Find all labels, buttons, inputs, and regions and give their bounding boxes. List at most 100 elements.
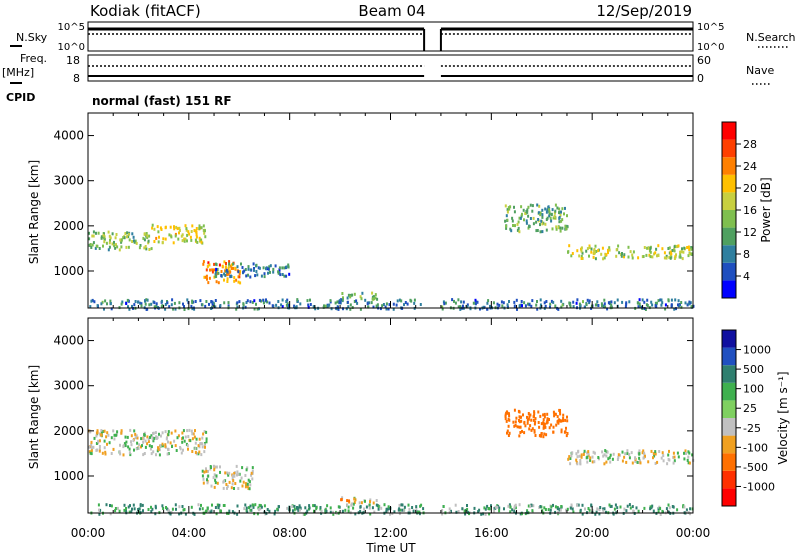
power-echo-6 (602, 257, 605, 261)
power-echo-7 (153, 301, 156, 305)
velocity-echo-5 (590, 504, 593, 508)
velocity-echo-3 (552, 410, 555, 414)
power-echo-7 (388, 303, 391, 307)
velocity-echo-3 (527, 412, 530, 415)
velocity-echo-5 (98, 512, 101, 516)
velocity-echo-0 (179, 447, 182, 451)
velocity-echo-3 (538, 425, 541, 429)
velocity-echo-0 (144, 445, 147, 449)
power-echo-7 (104, 299, 107, 303)
velocity-echo-5 (544, 508, 547, 511)
velocity-echo-0 (164, 444, 167, 448)
power-echo-7 (582, 300, 584, 304)
velocity-echo-4 (603, 462, 606, 466)
velocity-echo-0 (135, 434, 138, 438)
power-echo-0 (124, 232, 127, 235)
velocity-echo-5 (326, 504, 329, 508)
power-echo-7 (462, 304, 464, 308)
velocity-echo-3 (516, 425, 519, 429)
velocity-echo-4 (593, 460, 596, 464)
power-echo-7 (214, 299, 217, 302)
velocity-echo-0 (140, 437, 143, 441)
velocity-echo-4 (579, 459, 582, 462)
power-echo-2 (205, 274, 208, 278)
power-echo-1 (175, 225, 178, 229)
power-echo-6 (597, 249, 600, 253)
power-echo-3 (279, 273, 282, 277)
power-echo-3 (274, 264, 277, 268)
velocity-echo-2 (340, 498, 343, 502)
velocity-echo-4 (609, 453, 612, 457)
power-echo-7 (459, 307, 462, 311)
power-echo-0 (97, 231, 100, 235)
velocity-echo-0 (159, 434, 162, 438)
y-tick-label: 2000 (53, 424, 84, 438)
velocity-echo-5 (375, 503, 378, 507)
velocity-echo-4 (673, 459, 676, 463)
power-echo-5 (561, 207, 564, 211)
power-echo-5 (561, 226, 564, 230)
power-echo-5 (535, 220, 538, 224)
power-echo-7 (287, 303, 290, 307)
power-echo-7 (479, 307, 481, 311)
power-echo-6 (649, 247, 652, 250)
power-echo-6 (677, 244, 680, 248)
power-echo-7 (235, 307, 238, 311)
velocity-echo-1 (239, 479, 242, 483)
power-echo-6 (655, 247, 658, 251)
velocity-echo-5 (324, 508, 327, 512)
power-echo-6 (681, 247, 683, 251)
power-colorbar-swatch (722, 245, 736, 263)
power-echo-3 (228, 262, 231, 266)
x-tick-label: 20:00 (575, 526, 610, 540)
power-echo-3 (267, 271, 269, 275)
velocity-echo-0 (167, 452, 170, 456)
velocity-echo-0 (151, 436, 154, 439)
velocity-echo-5 (415, 505, 418, 509)
power-echo-5 (556, 206, 559, 210)
power-echo-6 (617, 244, 620, 248)
velocity-echo-5 (398, 503, 401, 507)
velocity-echo-4 (668, 458, 671, 462)
power-echo-7 (262, 301, 265, 305)
power-echo-6 (627, 245, 630, 249)
velocity-echo-1 (206, 478, 208, 482)
power-echo-6 (623, 253, 626, 257)
velocity-echo-0 (167, 430, 170, 434)
power-echo-7 (379, 307, 382, 311)
power-echo-5 (558, 220, 561, 224)
velocity-echo-5 (142, 509, 144, 513)
velocity-echo-0 (155, 437, 158, 440)
nsearch-label: N.Search (746, 31, 796, 44)
power-echo-0 (148, 234, 151, 238)
velocity-echo-5 (572, 510, 575, 514)
power-echo-0 (116, 245, 119, 249)
velocity-echo-1 (215, 465, 218, 469)
power-echo-6 (649, 255, 652, 259)
velocity-echo-4 (683, 451, 685, 455)
x-axis-label: Time UT (365, 541, 416, 554)
velocity-echo-0 (147, 437, 150, 441)
velocity-echo-5 (552, 503, 554, 507)
power-echo-6 (576, 249, 579, 253)
power-echo-3 (249, 275, 252, 279)
velocity-echo-0 (146, 435, 149, 439)
power-echo-3 (215, 274, 218, 278)
power-echo-0 (90, 246, 93, 249)
power-echo-5 (511, 219, 514, 223)
power-echo-6 (663, 256, 666, 260)
velocity-echo-5 (174, 503, 177, 507)
velocity-echo-3 (523, 421, 526, 425)
power-echo-7 (275, 303, 278, 307)
velocity-echo-1 (213, 473, 216, 477)
power-echo-7 (268, 301, 271, 305)
power-echo-7 (616, 298, 619, 302)
velocity-echo-5 (558, 508, 561, 512)
velocity-echo-0 (101, 451, 104, 455)
power-echo-7 (211, 304, 214, 307)
velocity-echo-5 (631, 505, 634, 509)
velocity-echo-0 (124, 444, 127, 448)
power-echo-6 (682, 250, 685, 254)
power-echo-4 (360, 297, 363, 301)
radar-title: Kodiak (fitACF) (90, 2, 201, 20)
